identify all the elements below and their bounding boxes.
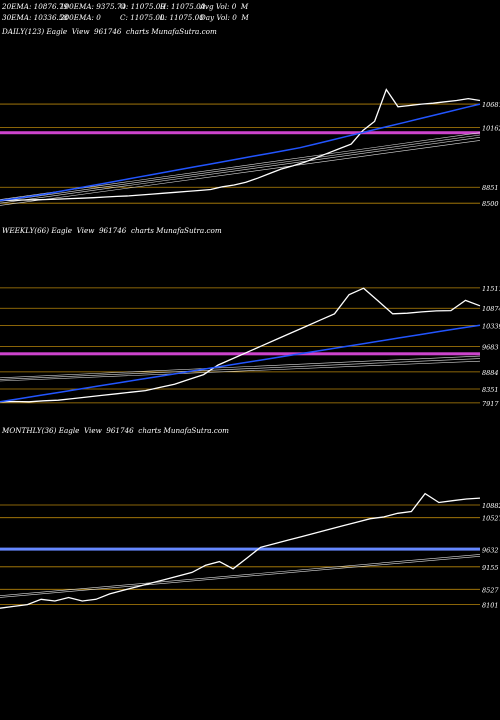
ema-thin-line [0, 360, 481, 382]
level-label: 9632 [482, 547, 499, 555]
header-close: C: 11075.00 [120, 13, 165, 22]
header-ema100: 100EMA: 9375.74 [60, 2, 126, 11]
header-high: H: 11075.00 [160, 2, 206, 11]
price-line [0, 287, 481, 403]
ema-thin-line [0, 140, 481, 206]
level-label: 7917 [482, 400, 499, 408]
level-label: 8527 [482, 586, 499, 594]
ema-thin-line [0, 358, 481, 380]
header-open: O: 11075.00 [120, 2, 165, 11]
level-label: 9683 [482, 343, 499, 351]
level-label: 10162 [482, 125, 500, 133]
highlight-band [0, 547, 480, 551]
ema-line [0, 324, 481, 403]
weekly-panel-title: WEEKLY(66) Eagle View 961746 charts Muna… [2, 226, 222, 235]
ema-thin-line [0, 554, 481, 596]
header-ema20: 20EMA: 10876.79 [2, 2, 68, 11]
highlight-band [0, 131, 480, 135]
level-label: 8351 [482, 386, 499, 394]
ema-thin-line [0, 134, 481, 202]
monthly-panel-title: MONTHLY(36) Eagle View 961746 charts Mun… [2, 426, 229, 435]
level-label: 8884 [482, 369, 499, 377]
ema-thin-line [0, 555, 481, 598]
header-avgvol: Avg Vol: 0 M [200, 2, 249, 11]
header-low: L: 11075.00 [160, 13, 204, 22]
level-label: 9155 [482, 564, 499, 572]
highlight-band [0, 352, 480, 356]
header-ema30: 30EMA: 10336.58 [2, 13, 68, 22]
level-label: 8851 [482, 184, 499, 192]
price-line [0, 88, 481, 202]
header-ema200: 200EMA: 0 [60, 13, 101, 22]
header-dayvol: Day Vol: 0 M [200, 13, 249, 22]
level-label: 8500 [482, 200, 499, 208]
daily-panel-title: DAILY(123) Eagle View 961746 charts Muna… [2, 27, 217, 36]
ema-line [0, 103, 481, 202]
level-label: 10527 [482, 515, 500, 523]
level-label: 10882 [482, 502, 500, 510]
ema-thin-line [0, 136, 481, 204]
ema-thin-line [0, 355, 481, 379]
price-line [0, 492, 481, 609]
level-label: 10874 [482, 305, 500, 313]
level-label: 8101 [482, 602, 499, 610]
